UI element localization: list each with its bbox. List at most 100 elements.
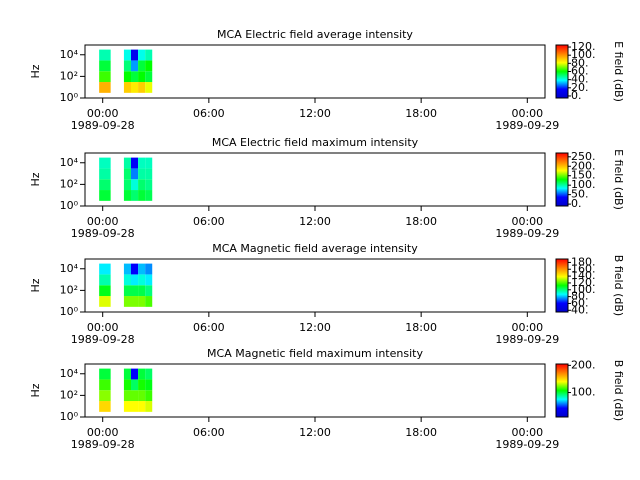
heatmap-cell <box>131 82 139 93</box>
heatmap-cell <box>123 71 131 83</box>
colorbar <box>556 153 568 206</box>
x-tick-label: 18:00 <box>405 215 437 228</box>
y-tick-label: 10⁰ <box>60 199 79 212</box>
heatmap-cell <box>131 49 139 61</box>
heatmap-cell <box>138 263 146 275</box>
heatmap-cell <box>99 179 111 191</box>
heatmap-cell <box>99 49 111 61</box>
heatmap-cell <box>123 390 131 402</box>
x-tick-label: 00:00 <box>87 426 119 439</box>
x-tick-label: 18:00 <box>405 107 437 120</box>
colorbar <box>556 364 568 417</box>
y-tick-label: 10² <box>60 69 78 82</box>
plot-frame <box>84 258 546 313</box>
heatmap-cell <box>145 168 153 180</box>
heatmap-cell <box>131 296 139 307</box>
colorbar-tick-label: 160. <box>571 262 596 275</box>
plot-frame <box>84 152 546 207</box>
heatmap-cell <box>138 274 146 286</box>
x-date-label: 1989-09-28 <box>71 333 135 346</box>
x-tick-label: 06:00 <box>193 107 225 120</box>
x-tick-label: 06:00 <box>193 426 225 439</box>
heatmap-cell <box>145 263 153 275</box>
x-date-label: 1989-09-29 <box>495 438 559 451</box>
heatmap-cell <box>131 379 139 391</box>
x-date-label: 1989-09-28 <box>71 227 135 240</box>
heatmap-cell <box>131 190 139 201</box>
x-tick-label: 00:00 <box>511 215 543 228</box>
heatmap-cell <box>123 285 131 297</box>
colorbar <box>556 45 568 98</box>
heatmap-cell <box>123 296 131 307</box>
heatmap-cell <box>145 401 153 412</box>
colorbar-tick-label: 200. <box>571 358 596 371</box>
x-tick-label: 06:00 <box>193 215 225 228</box>
heatmap-cell <box>138 368 146 380</box>
x-tick-label: 00:00 <box>87 215 119 228</box>
colorbar-tick-label: 50. <box>571 188 589 201</box>
colorbar-tick-label: 40. <box>571 73 589 86</box>
x-date-label: 1989-09-28 <box>71 119 135 132</box>
heatmap-cell <box>99 379 111 391</box>
x-date-label: 1989-09-29 <box>495 227 559 240</box>
heatmap-cell <box>131 368 139 380</box>
heatmap-cell <box>123 60 131 72</box>
heatmap-cell <box>131 71 139 83</box>
y-axis-label: Hz <box>29 278 42 292</box>
colorbar-frame <box>555 258 569 313</box>
panel-title: MCA Magnetic field average intensity <box>212 242 418 255</box>
heatmap-cell <box>138 49 146 61</box>
y-tick-label: 10⁰ <box>60 91 79 104</box>
colorbar-label: B field (dB) <box>612 360 625 421</box>
heatmap-cell <box>138 401 146 412</box>
heatmap-cell <box>131 274 139 286</box>
heatmap-cell <box>145 157 153 169</box>
colorbar-frame <box>555 152 569 207</box>
colorbar-tick-label: 40. <box>571 303 589 316</box>
y-tick-label: 10⁴ <box>60 367 79 380</box>
heatmap-cell <box>99 390 111 402</box>
heatmap-cell <box>99 82 111 93</box>
y-tick-label: 10⁴ <box>60 48 79 61</box>
heatmap-cell <box>145 296 153 307</box>
heatmap-cell <box>145 285 153 297</box>
heatmap-cell <box>145 274 153 286</box>
x-date-label: 1989-09-29 <box>495 119 559 132</box>
colorbar-tick-label: 150. <box>571 169 596 182</box>
heatmap-cell <box>99 368 111 380</box>
panel-title: MCA Electric field maximum intensity <box>212 136 419 149</box>
colorbar-tick-label: 0. <box>571 89 582 102</box>
heatmap-cell <box>123 157 131 169</box>
plot-frame <box>84 44 546 99</box>
x-tick-label: 00:00 <box>87 321 119 334</box>
x-tick-label: 12:00 <box>299 215 331 228</box>
heatmap-cell <box>145 379 153 391</box>
colorbar-tick-label: 100. <box>571 178 596 191</box>
colorbar-tick-label: 80. <box>571 290 589 303</box>
colorbar-tick-label: 20. <box>571 81 589 94</box>
heatmap-cell <box>145 49 153 61</box>
heatmap-cell <box>138 285 146 297</box>
x-tick-label: 00:00 <box>511 107 543 120</box>
colorbar-tick-label: 60. <box>571 65 589 78</box>
y-tick-label: 10⁴ <box>60 262 79 275</box>
heatmap-cell <box>123 379 131 391</box>
heatmap-cell <box>145 179 153 191</box>
heatmap-cell <box>99 263 111 275</box>
colorbar-label: E field (dB) <box>612 41 625 102</box>
heatmap-cell <box>99 168 111 180</box>
heatmap-cell <box>99 190 111 201</box>
heatmap-cell <box>145 190 153 201</box>
x-tick-label: 12:00 <box>299 321 331 334</box>
x-date-label: 1989-09-28 <box>71 438 135 451</box>
heatmap-cell <box>123 168 131 180</box>
colorbar-label: B field (dB) <box>612 255 625 316</box>
heatmap-cell <box>145 60 153 72</box>
heatmap-cell <box>138 71 146 83</box>
colorbar-tick-label: 120. <box>571 40 596 53</box>
colorbar-tick-label: 140. <box>571 269 596 282</box>
heatmap-cell <box>145 390 153 402</box>
colorbar-tick-label: 100. <box>571 386 596 399</box>
plot-frame <box>84 363 546 418</box>
